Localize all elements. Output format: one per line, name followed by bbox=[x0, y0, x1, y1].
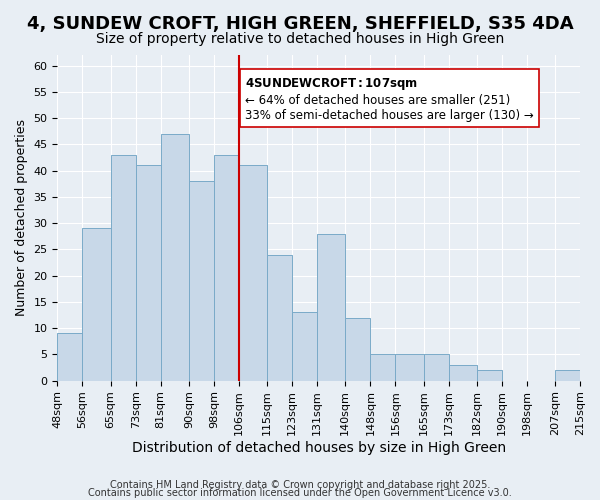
Text: $\bf{4 SUNDEW CROFT: 107sqm}$
← 64% of detached houses are smaller (251)
33% of : $\bf{4 SUNDEW CROFT: 107sqm}$ ← 64% of d… bbox=[245, 76, 534, 122]
Bar bbox=[189, 181, 214, 380]
Bar bbox=[214, 155, 239, 380]
Bar bbox=[239, 166, 267, 380]
Bar bbox=[292, 312, 317, 380]
Bar bbox=[395, 354, 424, 380]
Bar bbox=[58, 334, 82, 380]
Bar bbox=[555, 370, 580, 380]
Bar bbox=[82, 228, 110, 380]
Bar bbox=[449, 365, 477, 380]
Bar bbox=[267, 254, 292, 380]
Bar bbox=[424, 354, 449, 380]
X-axis label: Distribution of detached houses by size in High Green: Distribution of detached houses by size … bbox=[131, 441, 506, 455]
Bar bbox=[370, 354, 395, 380]
Text: Contains HM Land Registry data © Crown copyright and database right 2025.: Contains HM Land Registry data © Crown c… bbox=[110, 480, 490, 490]
Bar bbox=[477, 370, 502, 380]
Y-axis label: Number of detached properties: Number of detached properties bbox=[15, 120, 28, 316]
Text: 4, SUNDEW CROFT, HIGH GREEN, SHEFFIELD, S35 4DA: 4, SUNDEW CROFT, HIGH GREEN, SHEFFIELD, … bbox=[26, 15, 574, 33]
Bar bbox=[136, 166, 161, 380]
Bar bbox=[346, 318, 370, 380]
Bar bbox=[161, 134, 189, 380]
Text: Contains public sector information licensed under the Open Government Licence v3: Contains public sector information licen… bbox=[88, 488, 512, 498]
Bar bbox=[110, 155, 136, 380]
Text: Size of property relative to detached houses in High Green: Size of property relative to detached ho… bbox=[96, 32, 504, 46]
Bar bbox=[317, 234, 346, 380]
